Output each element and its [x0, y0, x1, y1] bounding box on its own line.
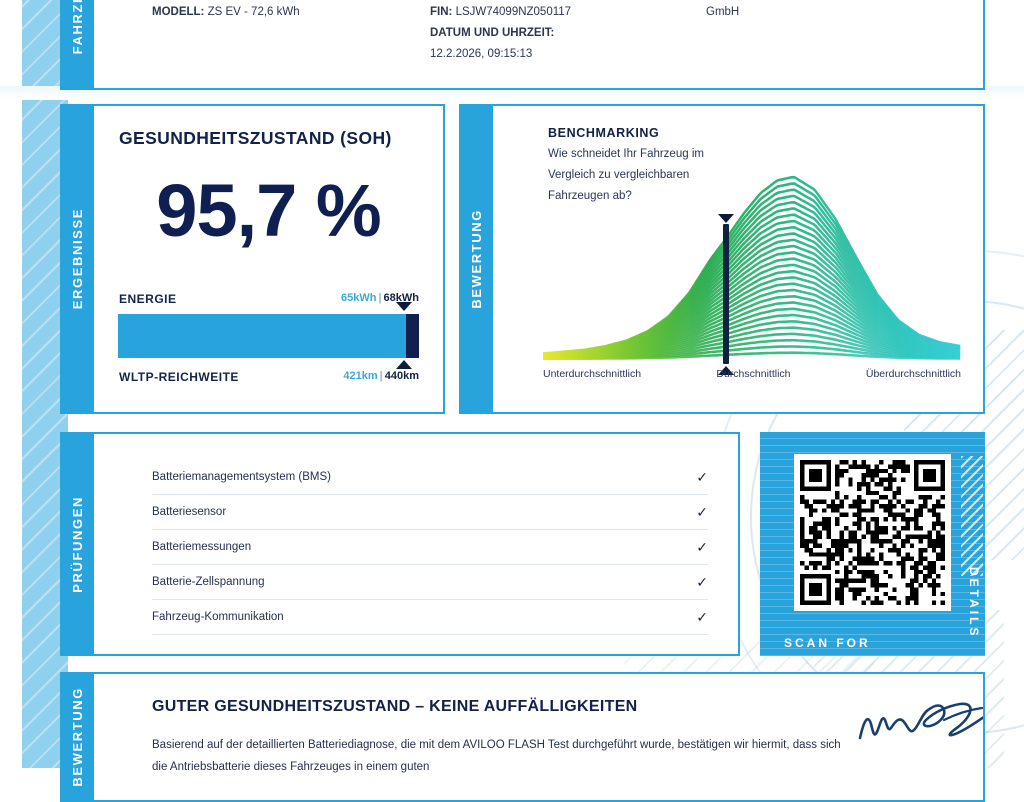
qr-scan-label-horizontal: SCAN FOR	[784, 636, 871, 650]
check-label: Fahrzeug-Kommunikation	[152, 611, 284, 623]
summary-section-tab-label: BEWERTUNG	[69, 687, 85, 787]
check-row: Batterie-Zellspannung ✓	[152, 565, 708, 600]
soh-energy-max: 68kWh	[383, 292, 419, 304]
benchmark-axis-label-low: Unterdurchschnittlich	[543, 368, 642, 380]
check-pass-icon: ✓	[696, 608, 708, 625]
vehicle-section: FAHRZEUG MODELL: ZS EV - 72,6 kWh FIN: L…	[60, 0, 985, 90]
vehicle-model-column: MODELL: ZS EV - 72,6 kWh	[152, 2, 430, 65]
vehicle-company-column: GmbH	[706, 2, 966, 65]
vehicle-info-grid: MODELL: ZS EV - 72,6 kWh FIN: LSJW74099N…	[152, 2, 973, 65]
vehicle-vin-column: FIN: LSJW74099NZ050117 DATUM UND UHRZEIT…	[430, 2, 706, 65]
soh-marker-up-icon	[396, 360, 413, 369]
benchmark-axis-label-high: Überdurchschnittlich	[865, 368, 961, 380]
vehicle-section-tab: FAHRZEUG	[60, 0, 94, 90]
soh-section-tab: ERGEBNISSE	[60, 104, 94, 414]
benchmark-marker-up-icon	[718, 366, 735, 375]
vehicle-model-row: MODELL: ZS EV - 72,6 kWh	[152, 2, 430, 23]
checks-section-body: Batteriemanagementsystem (BMS) ✓ Batteries…	[94, 432, 740, 656]
soh-section-tab-label: ERGEBNISSE	[69, 208, 85, 310]
soh-energy-current: 65kWh	[340, 292, 377, 304]
vehicle-vin-label: FIN:	[430, 6, 453, 18]
soh-energy-label: ENERGIE	[119, 292, 177, 306]
vehicle-model-value: ZS EV - 72,6 kWh	[207, 6, 300, 18]
soh-value: 95,7 %	[156, 169, 381, 252]
soh-section: ERGEBNISSE GESUNDHEITSZUSTAND (SOH) 95,7…	[60, 104, 445, 414]
check-pass-icon: ✓	[696, 503, 708, 520]
checks-section-tab: PRÜFUNGEN	[60, 432, 94, 656]
checks-section: PRÜFUNGEN Batteriemanagementsystem (BMS)…	[60, 432, 740, 656]
benchmark-section-tab: BEWERTUNG	[459, 104, 493, 414]
soh-range-separator: |	[379, 370, 383, 382]
check-pass-icon: ✓	[696, 538, 708, 555]
check-label: Batteriemanagementsystem (BMS)	[152, 471, 331, 483]
summary-text: Basierend auf der detaillierten Batterie…	[152, 739, 841, 773]
soh-range-label: WLTP-REICHWEITE	[119, 370, 239, 384]
check-row: Batteriemessungen ✓	[152, 530, 708, 565]
vehicle-datetime-value: 12.2.2026, 09:15:13	[430, 48, 533, 60]
soh-capacity-bar	[118, 314, 419, 358]
checks-section-tab-label: PRÜFUNGEN	[69, 495, 85, 593]
qr-code-frame	[794, 454, 951, 611]
vehicle-datetime-label: DATUM UND UHRZEIT:	[430, 27, 555, 39]
benchmark-position-marker	[723, 224, 730, 364]
signature	[858, 702, 983, 740]
check-row: Batteriemanagementsystem (BMS) ✓	[152, 460, 708, 495]
benchmark-marker-down-icon	[718, 214, 735, 223]
vehicle-section-body: MODELL: ZS EV - 72,6 kWh FIN: LSJW74099N…	[94, 0, 985, 90]
benchmark-bell-curve	[542, 175, 961, 361]
vehicle-vin-value: LSJW74099NZ050117	[455, 6, 572, 18]
benchmark-section-body: BENCHMARKING Wie schneidet Ihr Fahrzeug …	[493, 104, 985, 414]
benchmark-distribution-chart	[542, 172, 961, 362]
soh-capacity-bar-fill	[118, 314, 407, 358]
checks-list: Batteriemanagementsystem (BMS) ✓ Batteries…	[152, 460, 708, 635]
summary-section-tab: BEWERTUNG	[60, 672, 94, 802]
vehicle-model-label: MODELL:	[152, 6, 205, 18]
check-label: Batteriemessungen	[152, 541, 252, 553]
soh-marker-down-icon	[396, 302, 413, 311]
check-pass-icon: ✓	[696, 573, 708, 590]
qr-panel-hatch-pattern	[961, 456, 983, 576]
check-label: Batteriesensor	[152, 506, 227, 518]
soh-section-body: GESUNDHEITSZUSTAND (SOH) 95,7 % ENERGIE …	[94, 104, 445, 414]
soh-range-current: 421km	[343, 370, 378, 382]
benchmark-section: BEWERTUNG BENCHMARKING Wie schneidet Ihr…	[459, 104, 985, 414]
check-pass-icon: ✓	[696, 468, 708, 485]
vehicle-section-tab-label: FAHRZEUG	[69, 0, 85, 55]
summary-section-body: GUTER GESUNDHEITSZUSTAND – KEINE AUFFÄLL…	[94, 672, 985, 802]
benchmark-axis-label-mid: Durchschnittlich	[716, 368, 791, 380]
soh-energy-values: 65kWh | 68kWh	[341, 292, 419, 304]
vehicle-company-value: GmbH	[706, 6, 740, 18]
soh-energy-separator: |	[378, 292, 382, 304]
check-row: Fahrzeug-Kommunikation ✓	[152, 600, 708, 635]
benchmark-question: Wie schneidet Ihr Fahrzeug im Vergleich …	[548, 148, 704, 202]
benchmark-title: BENCHMARKING	[548, 126, 660, 140]
soh-title: GESUNDHEITSZUSTAND (SOH)	[119, 128, 392, 148]
summary-heading: GUTER GESUNDHEITSZUSTAND – KEINE AUFFÄLL…	[152, 698, 638, 715]
qr-code-image[interactable]	[800, 460, 945, 605]
check-row: Batteriesensor ✓	[152, 495, 708, 530]
summary-section: BEWERTUNG GUTER GESUNDHEITSZUSTAND – KEI…	[60, 672, 985, 802]
benchmark-section-tab-label: BEWERTUNG	[468, 209, 484, 309]
qr-code-panel[interactable]: SCAN FOR DETAILS	[760, 432, 985, 656]
qr-scan-label-vertical: DETAILS	[967, 566, 981, 638]
benchmark-axis-labels: Unterdurchschnittlich Durchschnittlich Ü…	[543, 368, 961, 384]
vehicle-vin-row: FIN: LSJW74099NZ050117	[430, 2, 706, 23]
soh-range-values: 421km | 440km	[343, 370, 419, 382]
soh-range-max: 440km	[384, 370, 419, 382]
check-label: Batterie-Zellspannung	[152, 576, 265, 588]
